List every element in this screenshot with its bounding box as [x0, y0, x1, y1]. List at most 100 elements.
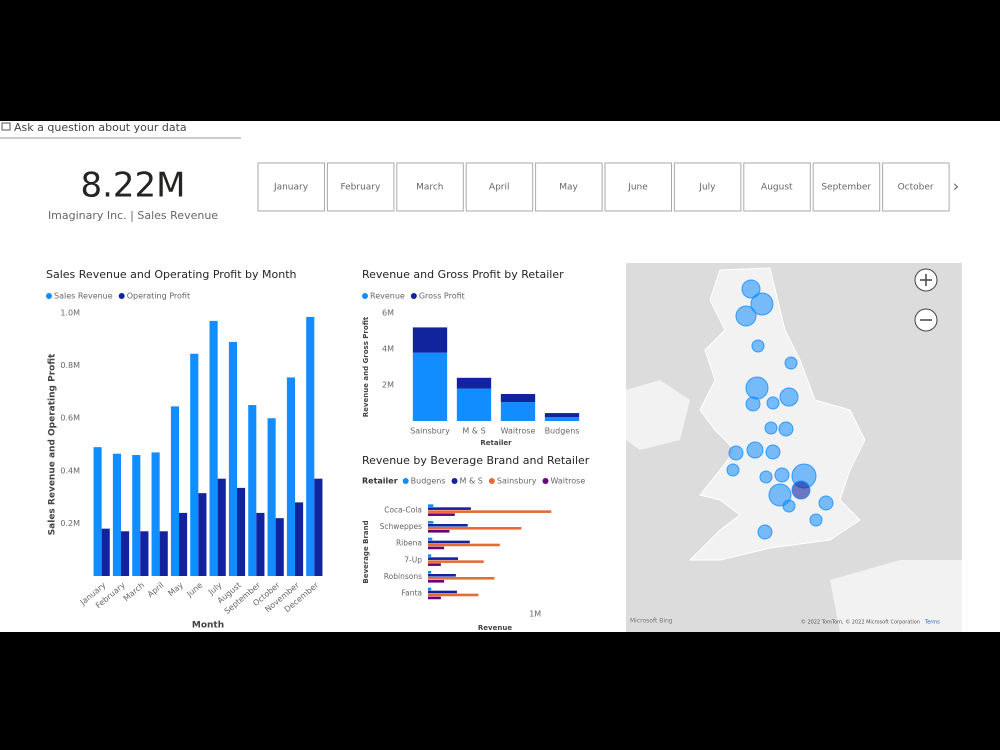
slicer-tile[interactable] — [257, 162, 325, 212]
bar-segment[interactable] — [500, 394, 536, 403]
bar[interactable] — [428, 563, 441, 566]
slicer-tile[interactable] — [882, 162, 950, 212]
bar[interactable] — [237, 487, 246, 576]
bar-segment[interactable] — [412, 352, 448, 421]
bar[interactable] — [428, 571, 432, 574]
map-bubble[interactable] — [778, 421, 794, 437]
slicer-label[interactable]: March — [416, 183, 443, 193]
map[interactable]: Microsoft Bing © 2022 TomTom, © 2022 Mic… — [626, 263, 962, 632]
bar[interactable] — [217, 478, 226, 576]
bar[interactable] — [314, 478, 323, 576]
map-bubble[interactable] — [766, 396, 780, 410]
map-bubble[interactable] — [741, 279, 761, 299]
slicer-tile[interactable] — [326, 162, 395, 212]
bar[interactable] — [209, 320, 218, 576]
bar[interactable] — [179, 512, 188, 576]
slicer-label[interactable]: September — [821, 183, 871, 193]
bar[interactable] — [256, 512, 265, 576]
bar[interactable] — [428, 537, 433, 541]
slicer-tile[interactable] — [535, 162, 603, 212]
slicer-tile[interactable] — [604, 162, 672, 212]
map-bubble[interactable] — [784, 356, 798, 370]
map-bubble[interactable] — [809, 513, 823, 527]
slicer-label[interactable]: October — [898, 183, 934, 193]
bar-segment[interactable] — [500, 402, 536, 421]
bar[interactable] — [428, 590, 457, 594]
bar[interactable] — [428, 510, 552, 513]
bar-segment[interactable] — [412, 327, 448, 353]
slicer-tile[interactable] — [465, 162, 534, 212]
slicer-tile[interactable] — [396, 162, 464, 212]
map-bubble[interactable] — [765, 444, 781, 460]
bar[interactable] — [140, 531, 149, 576]
bar[interactable] — [428, 596, 441, 600]
map-terms[interactable]: Terms — [924, 620, 940, 626]
map-bubble[interactable] — [774, 467, 790, 483]
slicer-tile[interactable] — [743, 162, 811, 212]
slicer-tile[interactable] — [812, 162, 881, 212]
bar[interactable] — [248, 405, 257, 576]
bar[interactable] — [170, 406, 179, 576]
bar[interactable] — [428, 524, 468, 527]
slicer-tile[interactable] — [673, 162, 742, 212]
bar[interactable] — [428, 554, 432, 557]
slicer-label[interactable]: February — [340, 183, 381, 193]
bar[interactable] — [295, 502, 304, 576]
slicer-label[interactable]: May — [559, 183, 578, 193]
bar[interactable] — [428, 543, 500, 547]
bar-segment[interactable] — [456, 377, 492, 389]
bar[interactable] — [428, 557, 459, 560]
bar[interactable] — [198, 493, 207, 576]
bar[interactable] — [428, 521, 434, 524]
slicer-label[interactable]: June — [627, 183, 648, 193]
bar[interactable] — [190, 353, 199, 576]
bar[interactable] — [428, 504, 434, 507]
slicer-label[interactable]: July — [698, 183, 716, 193]
slicer-label[interactable]: April — [489, 183, 510, 193]
bar[interactable] — [428, 587, 432, 591]
bar[interactable] — [267, 418, 276, 576]
bar[interactable] — [428, 546, 445, 550]
zoom-out[interactable] — [914, 308, 938, 332]
bar[interactable] — [101, 528, 110, 576]
bar[interactable] — [112, 453, 121, 576]
bar[interactable] — [428, 593, 479, 597]
map-bubble[interactable] — [751, 339, 765, 353]
map-bubble[interactable] — [745, 396, 761, 412]
bar-segment[interactable] — [544, 417, 580, 421]
map-bubble[interactable] — [791, 480, 811, 500]
bar[interactable] — [286, 377, 295, 576]
bar[interactable] — [93, 447, 102, 576]
bar[interactable] — [306, 316, 315, 576]
qa-prompt[interactable]: Ask a question about your data — [14, 121, 187, 134]
map-bubble[interactable] — [759, 470, 773, 484]
map-bubble[interactable] — [726, 463, 740, 477]
map-bubble[interactable] — [750, 292, 774, 316]
bar[interactable] — [428, 560, 484, 563]
map-bubble[interactable] — [728, 445, 744, 461]
bar[interactable] — [121, 531, 130, 576]
bar[interactable] — [428, 574, 456, 577]
bar[interactable] — [428, 530, 450, 533]
slicer-label[interactable]: January — [273, 183, 309, 193]
map-bubble[interactable] — [779, 387, 799, 407]
zoom-in[interactable] — [914, 268, 938, 292]
map-bubble[interactable] — [782, 499, 796, 513]
map-bubble[interactable] — [735, 305, 757, 327]
bar[interactable] — [428, 540, 470, 544]
bar[interactable] — [228, 341, 237, 576]
bar[interactable] — [132, 455, 141, 576]
map-bubble[interactable] — [818, 495, 834, 511]
bar[interactable] — [428, 507, 471, 510]
slicer-next[interactable]: › — [953, 177, 959, 196]
bar[interactable] — [151, 452, 160, 576]
map-bubble[interactable] — [745, 376, 769, 400]
bar-segment[interactable] — [456, 388, 492, 421]
bar[interactable] — [428, 513, 455, 516]
map-bubble[interactable] — [768, 483, 792, 507]
bar[interactable] — [428, 577, 495, 580]
qa-box[interactable]: Ask a question about your data — [0, 121, 241, 139]
map-bubble[interactable] — [746, 441, 764, 459]
bar[interactable] — [159, 531, 168, 576]
bar[interactable] — [428, 527, 522, 530]
